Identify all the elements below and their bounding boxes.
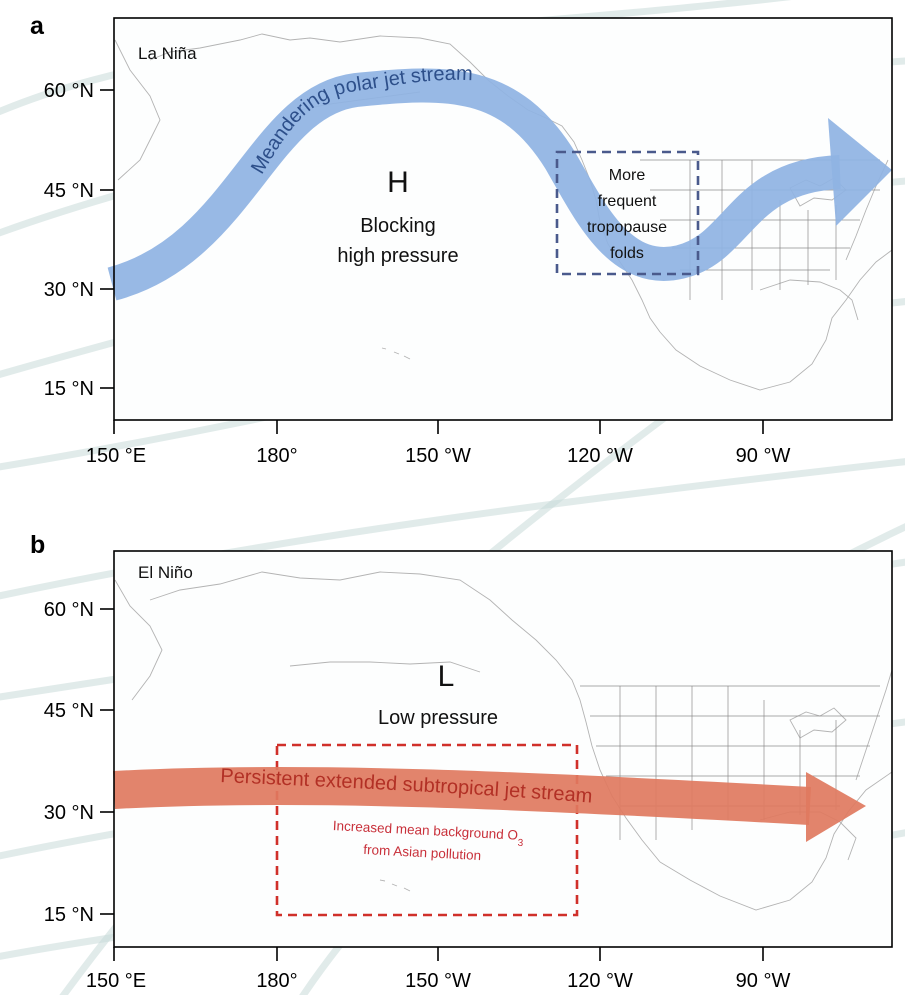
panel-a-gulf-florida: [759, 279, 859, 321]
panel-a: a: [30, 12, 893, 467]
high-pressure-letter: H: [387, 166, 409, 199]
lat-tick-label: 60 °N: [44, 599, 94, 621]
polar-jet-stream-arrow: [107, 68, 842, 301]
lat-tick-label: 15 °N: [44, 378, 94, 400]
panel-b-letter: b: [30, 531, 45, 559]
low-pressure-letter: L: [438, 660, 455, 693]
lon-tick-label: 90 °W: [736, 445, 791, 467]
polar-jet-arrowhead: [828, 118, 892, 226]
lat-tick-label: 45 °N: [44, 180, 94, 202]
panel-a-kamchatka: [114, 39, 161, 181]
panel-a-hawaii: [381, 347, 411, 360]
panel-a-letter: a: [30, 12, 45, 40]
high-pressure-label-line-2: high pressure: [337, 245, 458, 267]
panel-b-great-lakes: [789, 707, 847, 739]
panel-b: b: [30, 531, 893, 992]
panel-b-condition-label: El Niño: [138, 563, 193, 582]
subtropical-jet-stream-arrow: [112, 767, 812, 825]
panel-a-frame: [113, 17, 893, 421]
subtropical-jet-arrowhead: [806, 772, 866, 842]
panel-a-mexico: [659, 249, 892, 391]
lon-tick-label: 150 °W: [405, 970, 471, 992]
lon-tick-label: 150 °E: [86, 445, 146, 467]
low-pressure-label: Low pressure: [378, 707, 498, 729]
lat-tick-label: 30 °N: [44, 279, 94, 301]
lon-tick-label: 120 °W: [567, 445, 633, 467]
lat-tick-label: 15 °N: [44, 904, 94, 926]
panel-b-lat-axis: 60 °N 45 °N 30 °N 15 °N: [44, 599, 114, 926]
lon-tick-label: 120 °W: [567, 970, 633, 992]
lat-tick-label: 60 °N: [44, 80, 94, 102]
panel-b-frame: [113, 550, 893, 948]
box-label-line-1: More: [609, 167, 646, 184]
lon-tick-label: 180°: [256, 445, 297, 467]
lon-tick-label: 180°: [256, 970, 297, 992]
box-label-line-3: tropopause: [587, 219, 667, 236]
panel-b-aleutians: [289, 661, 481, 673]
panel-b-map-background: [114, 551, 892, 947]
panel-b-hawaii: [379, 879, 411, 892]
panel-a-lon-axis: 150 °E 180° 150 °W 120 °W 90 °W: [86, 420, 791, 467]
panel-b-east-coast: [855, 669, 892, 781]
high-pressure-label-line-1: Blocking: [360, 215, 436, 237]
panel-a-condition-label: La Niña: [138, 44, 197, 63]
box-label-line-4: folds: [610, 245, 644, 262]
lat-tick-label: 30 °N: [44, 802, 94, 824]
lon-tick-label: 150 °W: [405, 445, 471, 467]
lon-tick-label: 90 °W: [736, 970, 791, 992]
tropopause-folds-box: [555, 150, 700, 276]
panel-b-kamchatka: [114, 579, 163, 701]
panel-a-lat-axis: 60 °N 45 °N 30 °N 15 °N: [44, 80, 114, 400]
pollution-label-line-2: from Asian pollution: [363, 842, 481, 863]
lon-tick-label: 150 °E: [86, 970, 146, 992]
box-label-line-2: frequent: [598, 193, 657, 210]
lat-tick-label: 45 °N: [44, 700, 94, 722]
asian-pollution-box: [275, 743, 579, 917]
panel-b-lon-axis: 150 °E 180° 150 °W 120 °W 90 °W: [86, 947, 791, 992]
